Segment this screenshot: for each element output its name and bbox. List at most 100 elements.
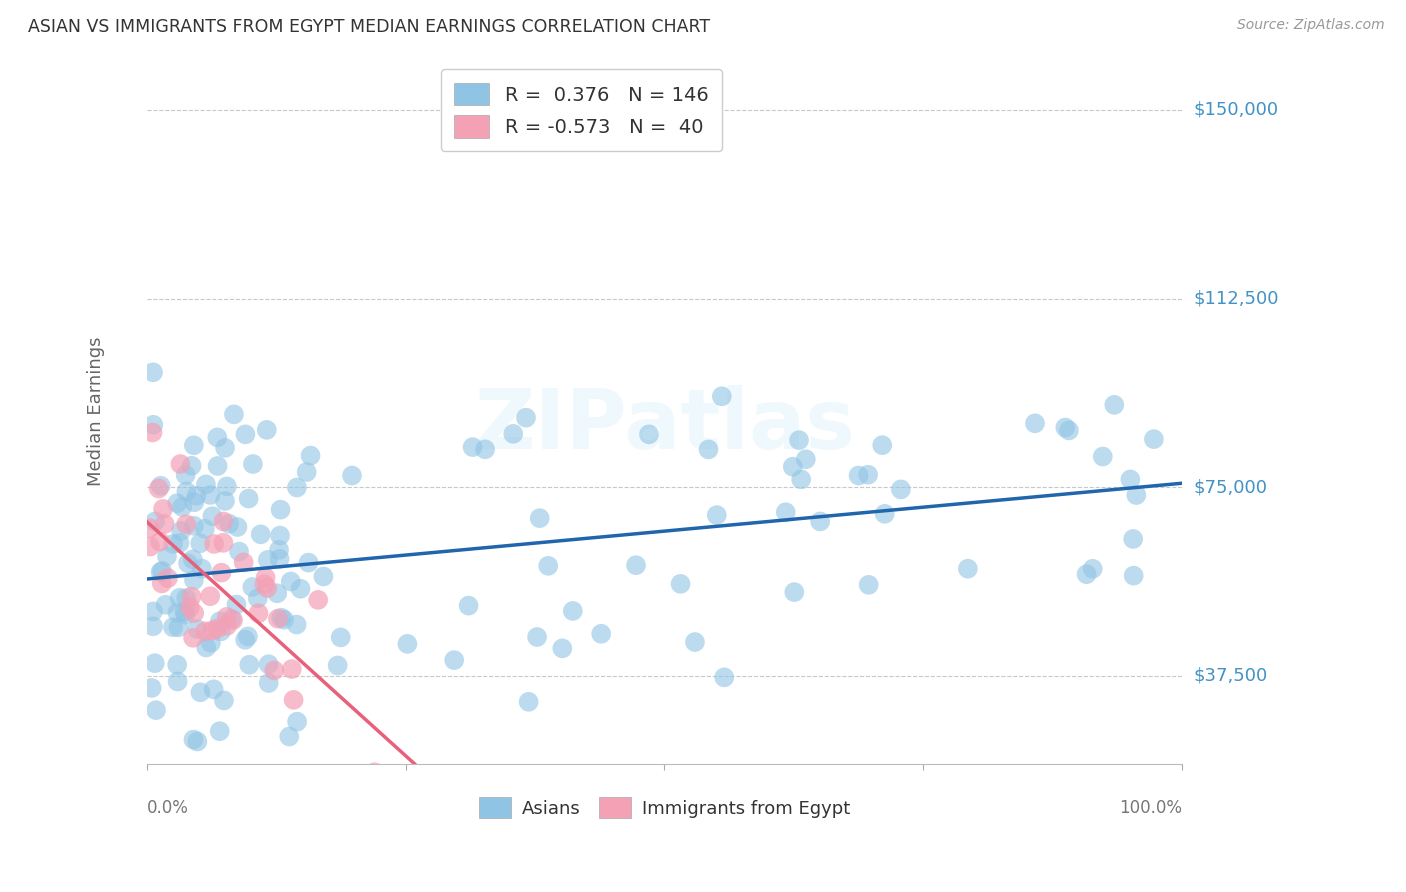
Point <box>529 511 551 525</box>
Point <box>1091 450 1114 464</box>
Point <box>169 591 191 605</box>
Point <box>1125 488 1147 502</box>
Point <box>1119 472 1142 486</box>
Point <box>180 458 202 473</box>
Point <box>207 430 229 444</box>
Point <box>322 782 344 797</box>
Point <box>890 483 912 497</box>
Point <box>256 553 278 567</box>
Text: $150,000: $150,000 <box>1194 101 1278 119</box>
Point <box>1057 424 1080 438</box>
Point <box>228 544 250 558</box>
Point <box>1122 568 1144 582</box>
Text: $75,000: $75,000 <box>1194 478 1267 496</box>
Point <box>149 479 172 493</box>
Point <box>363 765 385 780</box>
Point <box>396 637 419 651</box>
Point <box>186 734 208 748</box>
Point <box>1143 432 1166 446</box>
Point <box>194 477 217 491</box>
Point <box>295 465 318 479</box>
Point <box>340 468 363 483</box>
Point <box>697 442 720 457</box>
Point <box>215 610 238 624</box>
Point <box>207 458 229 473</box>
Point <box>285 481 308 495</box>
Point <box>218 516 240 531</box>
Point <box>285 617 308 632</box>
Point <box>215 479 238 493</box>
Point <box>457 599 479 613</box>
Point <box>1076 567 1098 582</box>
Point <box>195 640 218 655</box>
Text: $112,500: $112,500 <box>1194 290 1278 308</box>
Text: Median Earnings: Median Earnings <box>87 337 105 486</box>
Point <box>870 438 893 452</box>
Point <box>162 620 184 634</box>
Point <box>254 570 277 584</box>
Point <box>517 695 540 709</box>
Point <box>186 622 208 636</box>
Point <box>194 522 217 536</box>
Point <box>190 685 212 699</box>
Point <box>149 565 172 579</box>
Point <box>299 449 322 463</box>
Point <box>1024 417 1046 431</box>
Point <box>247 607 270 621</box>
Point <box>166 606 188 620</box>
Point <box>307 592 329 607</box>
Point <box>240 580 263 594</box>
Point <box>477 782 499 797</box>
Point <box>326 658 349 673</box>
Point <box>143 656 166 670</box>
Point <box>212 536 235 550</box>
Point <box>170 524 193 538</box>
Point <box>238 657 260 672</box>
Point <box>273 613 295 627</box>
Point <box>297 556 319 570</box>
Point <box>775 505 797 519</box>
Point <box>222 613 245 627</box>
Point <box>794 452 817 467</box>
Point <box>222 408 245 422</box>
Point <box>139 540 162 554</box>
Point <box>706 508 728 522</box>
Point <box>155 598 177 612</box>
Point <box>200 488 222 502</box>
Point <box>624 558 647 573</box>
Point <box>502 426 524 441</box>
Point <box>166 496 188 510</box>
Point <box>267 542 290 557</box>
Point <box>156 571 179 585</box>
Point <box>181 552 204 566</box>
Point <box>169 457 191 471</box>
Point <box>267 612 290 626</box>
Text: ZIPatlas: ZIPatlas <box>474 385 855 467</box>
Point <box>200 589 222 603</box>
Point <box>710 389 733 403</box>
Point <box>152 501 174 516</box>
Point <box>873 507 896 521</box>
Point <box>208 615 231 629</box>
Point <box>561 604 583 618</box>
Legend: Asians, Immigrants from Egypt: Asians, Immigrants from Egypt <box>471 790 858 825</box>
Point <box>266 586 288 600</box>
Point <box>253 577 276 591</box>
Point <box>790 472 813 486</box>
Point <box>329 631 352 645</box>
Text: $37,500: $37,500 <box>1194 667 1267 685</box>
Point <box>848 468 870 483</box>
Point <box>551 641 574 656</box>
Point <box>212 515 235 529</box>
Point <box>212 693 235 707</box>
Point <box>145 703 167 717</box>
Point <box>249 527 271 541</box>
Point <box>1054 420 1077 434</box>
Point <box>156 549 179 564</box>
Point <box>270 611 292 625</box>
Point <box>180 590 202 604</box>
Point <box>177 557 200 571</box>
Point <box>856 467 879 482</box>
Point <box>281 662 304 676</box>
Point <box>201 509 224 524</box>
